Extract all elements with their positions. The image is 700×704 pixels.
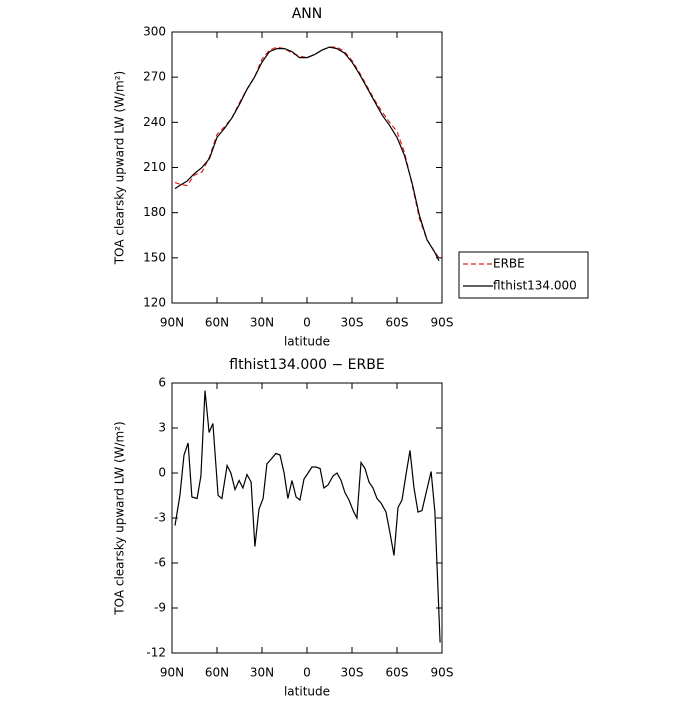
x-tick-label: 60S <box>386 316 409 330</box>
y-tick-label: 180 <box>143 205 166 219</box>
plot-frame <box>171 382 443 654</box>
y-tick-label: 240 <box>143 115 166 129</box>
data-line <box>174 46 440 259</box>
x-tick-label: 60S <box>386 666 409 680</box>
x-tick-label: 30N <box>250 316 274 330</box>
legend-label: flthist134.000 <box>493 279 577 293</box>
y-axis-label: TOA clearsky upward LW (W/m²) <box>113 421 127 615</box>
x-tick-label: 90N <box>160 666 184 680</box>
x-tick-label: 30N <box>250 666 274 680</box>
x-tick-label: 60N <box>205 316 229 330</box>
x-axis-label: latitude <box>284 335 330 349</box>
plot-frame <box>171 31 443 304</box>
y-axis-label: TOA clearsky upward LW (W/m²) <box>113 71 127 265</box>
legend-box <box>458 251 589 299</box>
data-line <box>174 46 440 262</box>
chart-title: ANN <box>292 6 323 22</box>
data-line <box>174 390 441 643</box>
y-tick-label: -3 <box>154 511 166 525</box>
x-tick-label: 0 <box>303 316 311 330</box>
x-tick-label: 0 <box>303 666 311 680</box>
chart-title: flthist134.000 − ERBE <box>229 357 384 373</box>
y-tick-label: 0 <box>158 466 166 480</box>
y-tick-label: 210 <box>143 160 166 174</box>
x-tick-label: 90S <box>431 316 454 330</box>
x-tick-label: 60N <box>205 666 229 680</box>
x-tick-label: 90N <box>160 316 184 330</box>
x-tick-label: 30S <box>341 666 364 680</box>
x-tick-label: 90S <box>431 666 454 680</box>
y-tick-label: 270 <box>143 70 166 84</box>
y-tick-label: -6 <box>154 556 166 570</box>
legend-label: ERBE <box>493 257 525 271</box>
y-tick-label: 6 <box>158 376 166 390</box>
y-tick-label: -12 <box>146 646 166 660</box>
y-tick-label: -9 <box>154 601 166 615</box>
y-tick-label: 120 <box>143 296 166 310</box>
x-tick-label: 30S <box>341 316 364 330</box>
y-tick-label: 300 <box>143 25 166 39</box>
y-tick-label: 3 <box>158 421 166 435</box>
y-tick-label: 150 <box>143 250 166 264</box>
x-axis-label: latitude <box>284 685 330 699</box>
